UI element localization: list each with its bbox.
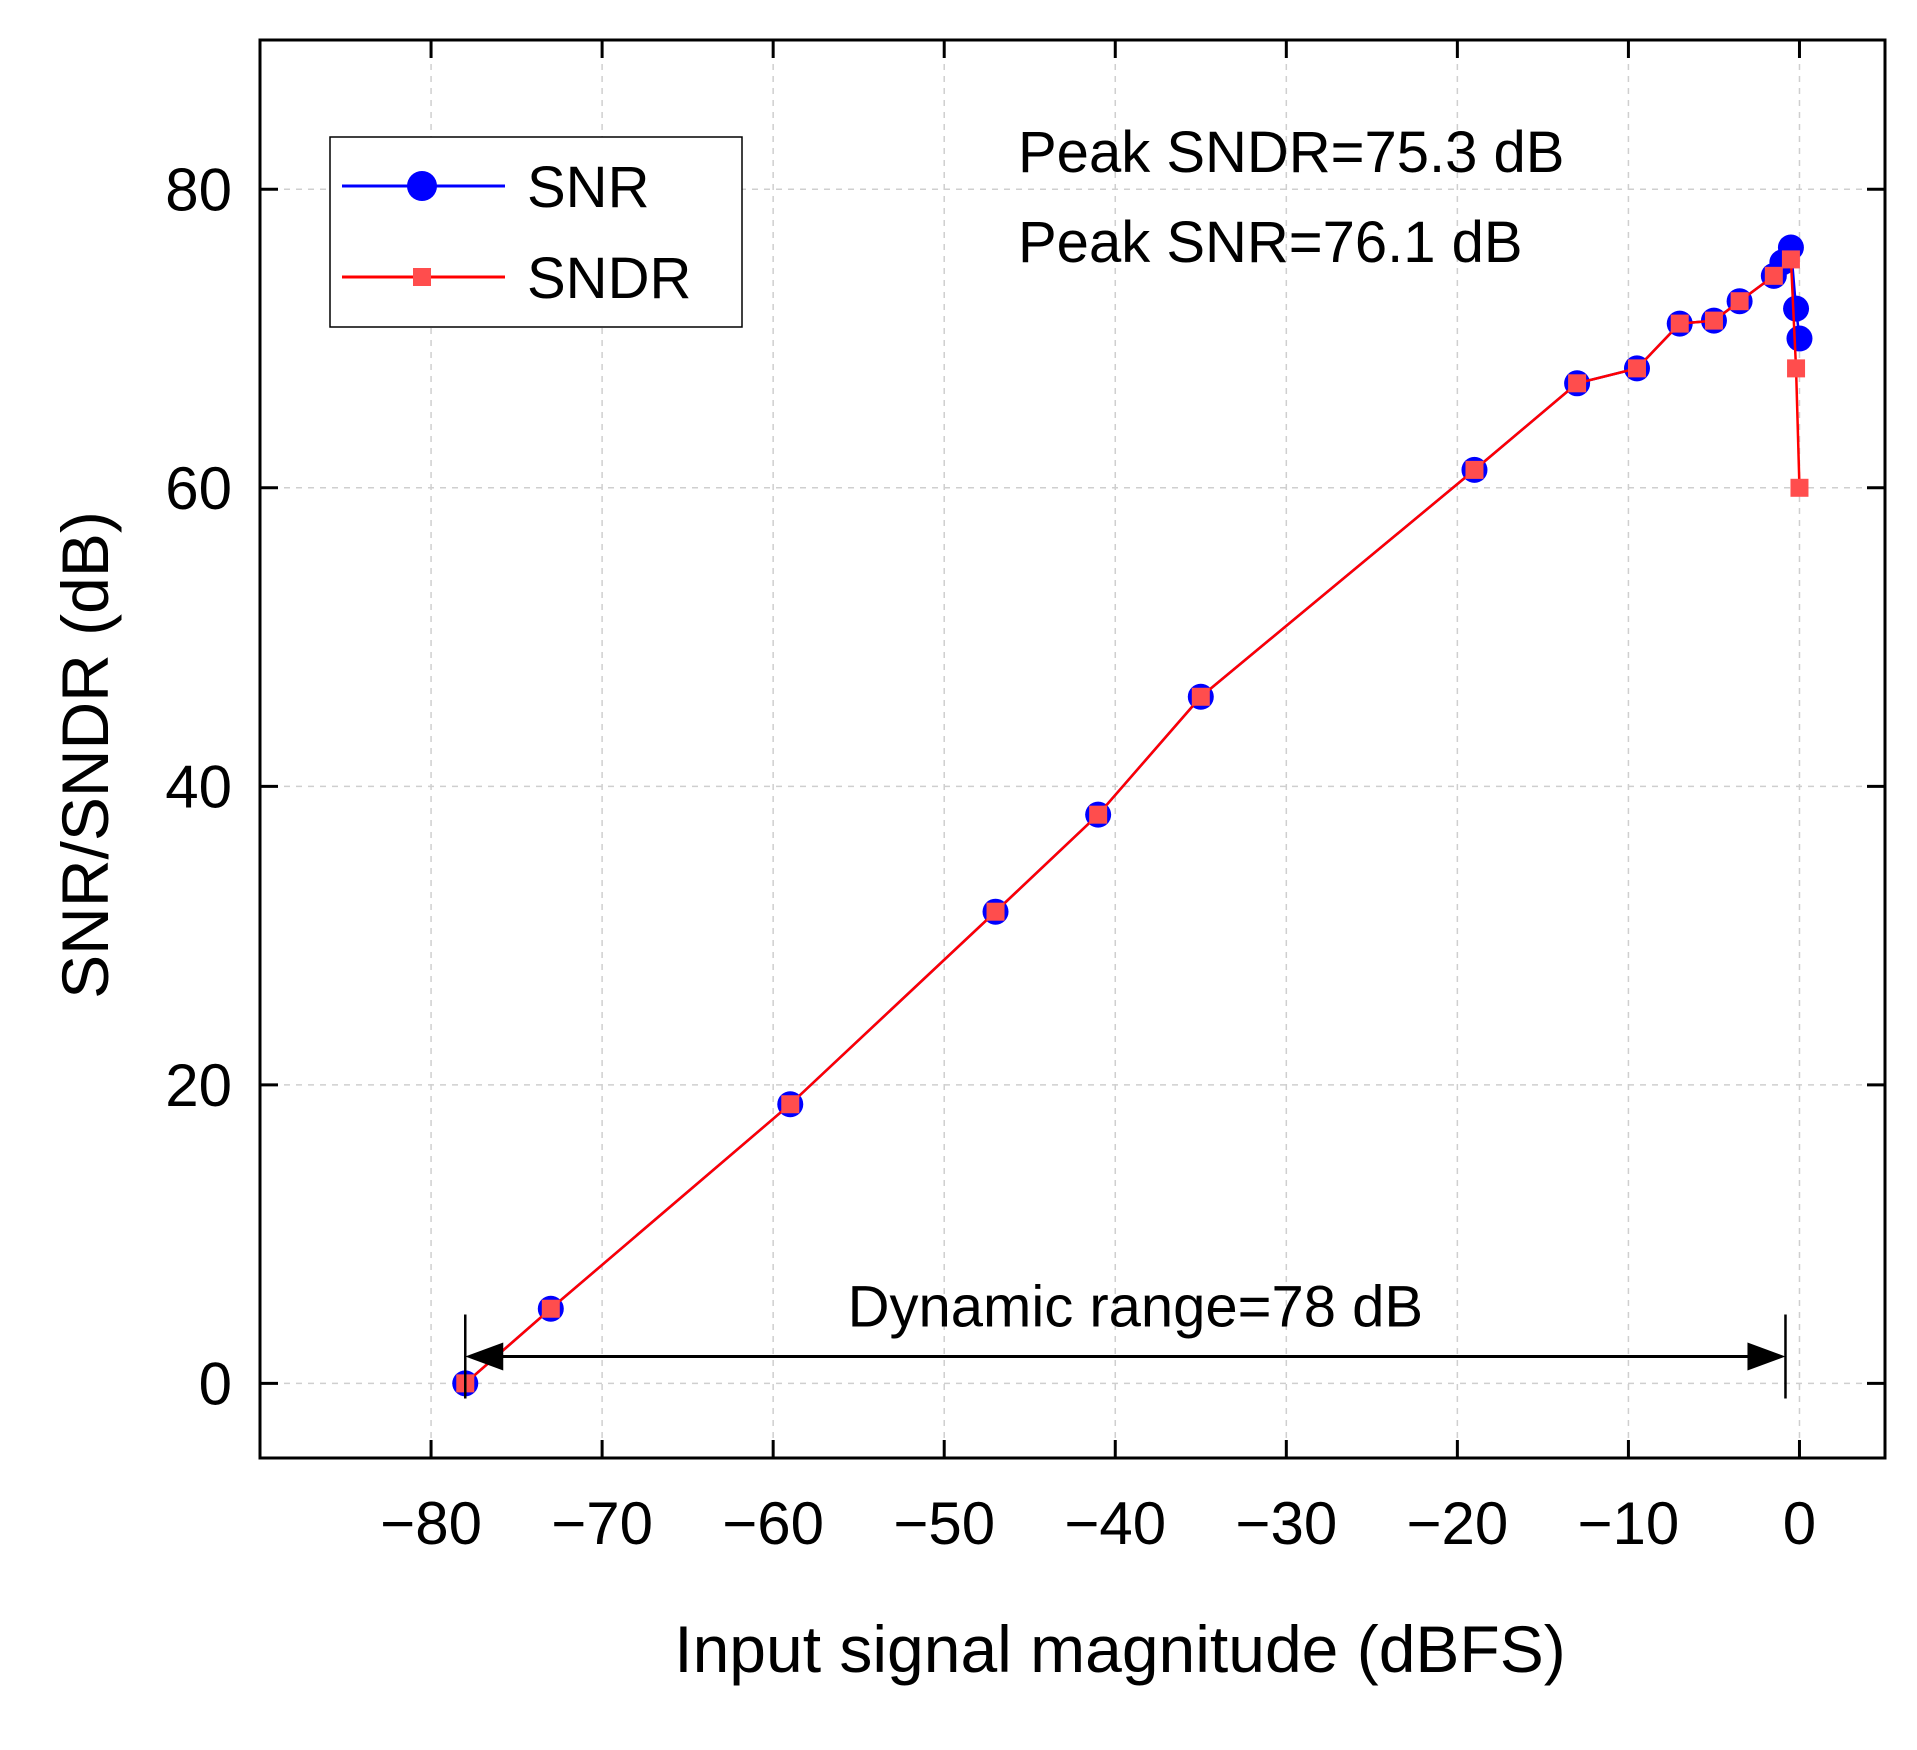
x-tick-label: −30 [1235, 1490, 1337, 1557]
snr-point [1786, 325, 1813, 352]
grid [260, 40, 1885, 1458]
sndr-series-line [464, 256, 1801, 1385]
legend-sndr-marker [413, 268, 431, 286]
sndr-point [1781, 250, 1800, 269]
legend-snr-label: SNR [527, 155, 649, 220]
y-tick-label: 40 [165, 753, 232, 820]
sndr-point [1790, 478, 1809, 497]
x-tick-label: −60 [722, 1490, 824, 1557]
dynamic-range-arrow-right-head [1747, 1342, 1786, 1371]
x-tick-label: 0 [1783, 1490, 1816, 1557]
sndr-point [1730, 292, 1749, 311]
sndr-point [781, 1095, 800, 1114]
x-axis-label: Input signal magnitude (dBFS) [674, 1612, 1565, 1686]
snr-point [1783, 295, 1810, 322]
x-tick-label: −20 [1406, 1490, 1508, 1557]
x-tick-label: −10 [1578, 1490, 1680, 1557]
x-tick-label: −50 [893, 1490, 995, 1557]
x-tick-label: −40 [1064, 1490, 1166, 1557]
x-tick-label: −70 [551, 1490, 653, 1557]
legend-sndr-label: SNDR [527, 246, 691, 311]
sndr-point [1764, 266, 1783, 285]
plot-frame [258, 38, 1887, 1460]
legend: SNR SNDR [329, 136, 743, 328]
annotation-layer: Dynamic range=78 dB Peak SNDR=75.3 dB Pe… [464, 120, 1787, 1399]
peak-snr-annotation: Peak SNR=76.1 dB [1018, 210, 1523, 275]
sndr-point [541, 1299, 560, 1318]
y-tick-label: 60 [165, 455, 232, 522]
series-layer [452, 234, 1813, 1397]
x-tick-label: −80 [380, 1490, 482, 1557]
legend-box [329, 136, 743, 328]
axis-ticks: −80 −70 −60 −50 −40 −30 −20 −10 0 0 20 40 60 80 [165, 40, 1885, 1557]
y-tick-label: 80 [165, 156, 232, 223]
sndr-point [1627, 359, 1646, 378]
snr-series-line [464, 243, 1801, 1385]
legend-snr-marker [407, 171, 437, 201]
sndr-point [1787, 359, 1806, 378]
sndr-point [1670, 314, 1689, 333]
y-axis-label: SNR/SNDR (dB) [48, 511, 122, 999]
sndr-point [1191, 687, 1210, 706]
sndr-point [986, 902, 1005, 921]
sndr-point [1568, 374, 1587, 393]
peak-sndr-annotation: Peak SNDR=75.3 dB [1018, 120, 1564, 185]
sndr-point [1089, 805, 1108, 824]
y-tick-label: 0 [199, 1350, 232, 1417]
y-tick-label: 20 [165, 1052, 232, 1119]
sndr-point [1465, 460, 1484, 479]
dynamic-range-label: Dynamic range=78 dB [848, 1275, 1424, 1340]
sndr-point [1704, 311, 1723, 330]
dynamic-range-arrow-left-head [465, 1342, 504, 1371]
